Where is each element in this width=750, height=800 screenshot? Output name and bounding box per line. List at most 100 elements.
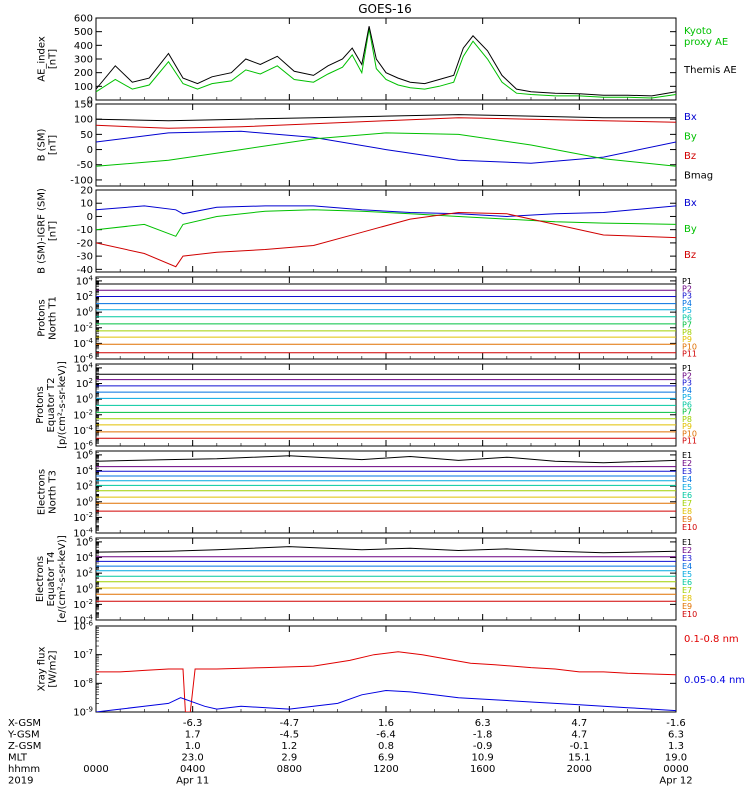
legend-entry: E10 — [682, 610, 697, 619]
panel-frame — [95, 276, 677, 360]
y-tick-label: 10-6 — [73, 620, 93, 633]
ephemeris-value: 0.8 — [378, 741, 394, 752]
legend-entry: P2 — [682, 371, 692, 380]
ephemeris-value: -1.6 — [666, 718, 686, 729]
y-tick-label: -10 — [77, 225, 93, 236]
legend-entry: P2 — [682, 284, 692, 293]
ephemeris-value: 6.3 — [475, 718, 491, 729]
legend-entry: E1 — [682, 451, 692, 460]
series-line-kyoto — [96, 28, 676, 99]
y-axis-label: Xray flux[W/m2] — [37, 647, 59, 692]
y-tick-label: 10-2 — [73, 408, 93, 421]
ephemeris-value: Apr 11 — [176, 776, 209, 787]
y-tick-label: 150 — [74, 100, 93, 111]
ephemeris-value: -6.3 — [183, 718, 203, 729]
ephemeris-value: 6.3 — [668, 730, 684, 741]
legend-entry: P5 — [682, 306, 692, 315]
y-tick-label: 10-7 — [73, 648, 93, 661]
y-tick-label: 0 — [87, 145, 93, 156]
legend-entry: Bx — [684, 198, 697, 209]
legend-entry: E3 — [682, 467, 692, 476]
y-tick-label: 102 — [76, 567, 93, 580]
series-line-bx — [96, 205, 676, 218]
y-tick-label: 100 — [76, 582, 93, 595]
y-tick-label: -30 — [77, 252, 93, 263]
legend-entry: E4 — [682, 475, 692, 484]
legend-entry: P11 — [682, 437, 697, 446]
legend: 0.1-0.8 nm 0.05-0.4 nm — [684, 634, 745, 686]
panel-frame — [95, 450, 677, 534]
ephemeris-value: 1.0 — [185, 741, 201, 752]
series-line-e1 — [96, 455, 676, 464]
y-tick-label: 10-6 — [73, 440, 93, 453]
panel-7: 10-4 10-2 100 102 104 106 ElectronsEquator T4[… — [35, 535, 697, 626]
panel-1: 0 100 200 300 400 500 600 AE_index[nT] Kyoto prox… — [37, 14, 737, 107]
series-line-bz — [96, 211, 676, 268]
y-tick-label: -20 — [77, 238, 93, 249]
legend: Bx By Bz Bmag — [684, 112, 713, 182]
legend-entry: 0.05-0.4 nm — [684, 675, 745, 686]
y-tick-label: -40 — [77, 265, 93, 276]
y-tick-label: 10-4 — [73, 614, 93, 627]
y-tick-label: 0 — [87, 96, 93, 107]
legend-entry: E3 — [682, 554, 692, 563]
ephemeris-value: -0.9 — [473, 741, 493, 752]
series-line-by — [96, 132, 676, 167]
ephemeris-value: 15.1 — [568, 753, 590, 764]
legend-entry: P9 — [682, 422, 692, 431]
legend-entry: P9 — [682, 335, 692, 344]
y-tick-label: 100 — [74, 82, 93, 93]
ephemeris-value: 2000 — [567, 764, 592, 775]
y-axis-label: ElectronsEquator T4[e/(cm²-s-sr-keV)] — [35, 535, 68, 623]
y-tick-label: 20 — [80, 186, 93, 197]
ephemeris-value: 19.0 — [665, 753, 687, 764]
legend-entry: Bmag — [684, 171, 713, 182]
legend-entry: P5 — [682, 393, 692, 402]
panel-frame — [95, 17, 677, 101]
series-line-0-05-0-4-nm — [96, 689, 676, 712]
legend-entry: P11 — [682, 350, 697, 359]
panel-frame — [95, 537, 677, 621]
ephemeris-row-label: Z-GSM — [8, 741, 41, 752]
legend-entry: E5 — [682, 483, 692, 492]
ephemeris-value: 1.2 — [281, 741, 297, 752]
ephemeris-value: 1.7 — [185, 730, 201, 741]
y-tick-label: 500 — [74, 27, 93, 38]
ephemeris-value: 4.7 — [571, 730, 587, 741]
y-tick-label: 104 — [76, 551, 94, 564]
legend-entry: E9 — [682, 602, 692, 611]
y-tick-label: 102 — [76, 377, 93, 390]
ephemeris-value: 10.9 — [472, 753, 494, 764]
ephemeris-value: 0000 — [663, 764, 688, 775]
y-tick-label: 102 — [76, 290, 93, 303]
legend-entry: E2 — [682, 546, 692, 555]
y-tick-label: 10-4 — [73, 337, 93, 350]
ephemeris-value: -1.8 — [473, 730, 493, 741]
ephemeris-row-label: Y-GSM — [7, 730, 40, 741]
legend-entry: E4 — [682, 562, 692, 571]
legend-entry: P8 — [682, 328, 692, 337]
y-tick-label: 104 — [76, 464, 94, 477]
legend-entry: By — [684, 132, 697, 143]
ephemeris-row-label: 2019 — [8, 776, 33, 787]
series-line-bx — [96, 130, 676, 164]
y-tick-label: 10-2 — [73, 511, 93, 524]
legend-entry: P3 — [682, 292, 692, 301]
ephemeris-value: -4.5 — [280, 730, 300, 741]
ephemeris-value: -4.7 — [280, 718, 300, 729]
y-tick-label: 10 — [80, 199, 93, 210]
y-axis-label: ElectronsNorth T3 — [37, 469, 59, 515]
legend-entry: P8 — [682, 415, 692, 424]
legend-entry: E7 — [682, 586, 692, 595]
y-tick-label: 10-2 — [73, 321, 93, 334]
legend-entry: P6 — [682, 400, 692, 409]
ephemeris-value: 1200 — [373, 764, 398, 775]
legend: Bx By Bz — [684, 198, 697, 261]
ephemeris-value: 0000 — [83, 764, 108, 775]
